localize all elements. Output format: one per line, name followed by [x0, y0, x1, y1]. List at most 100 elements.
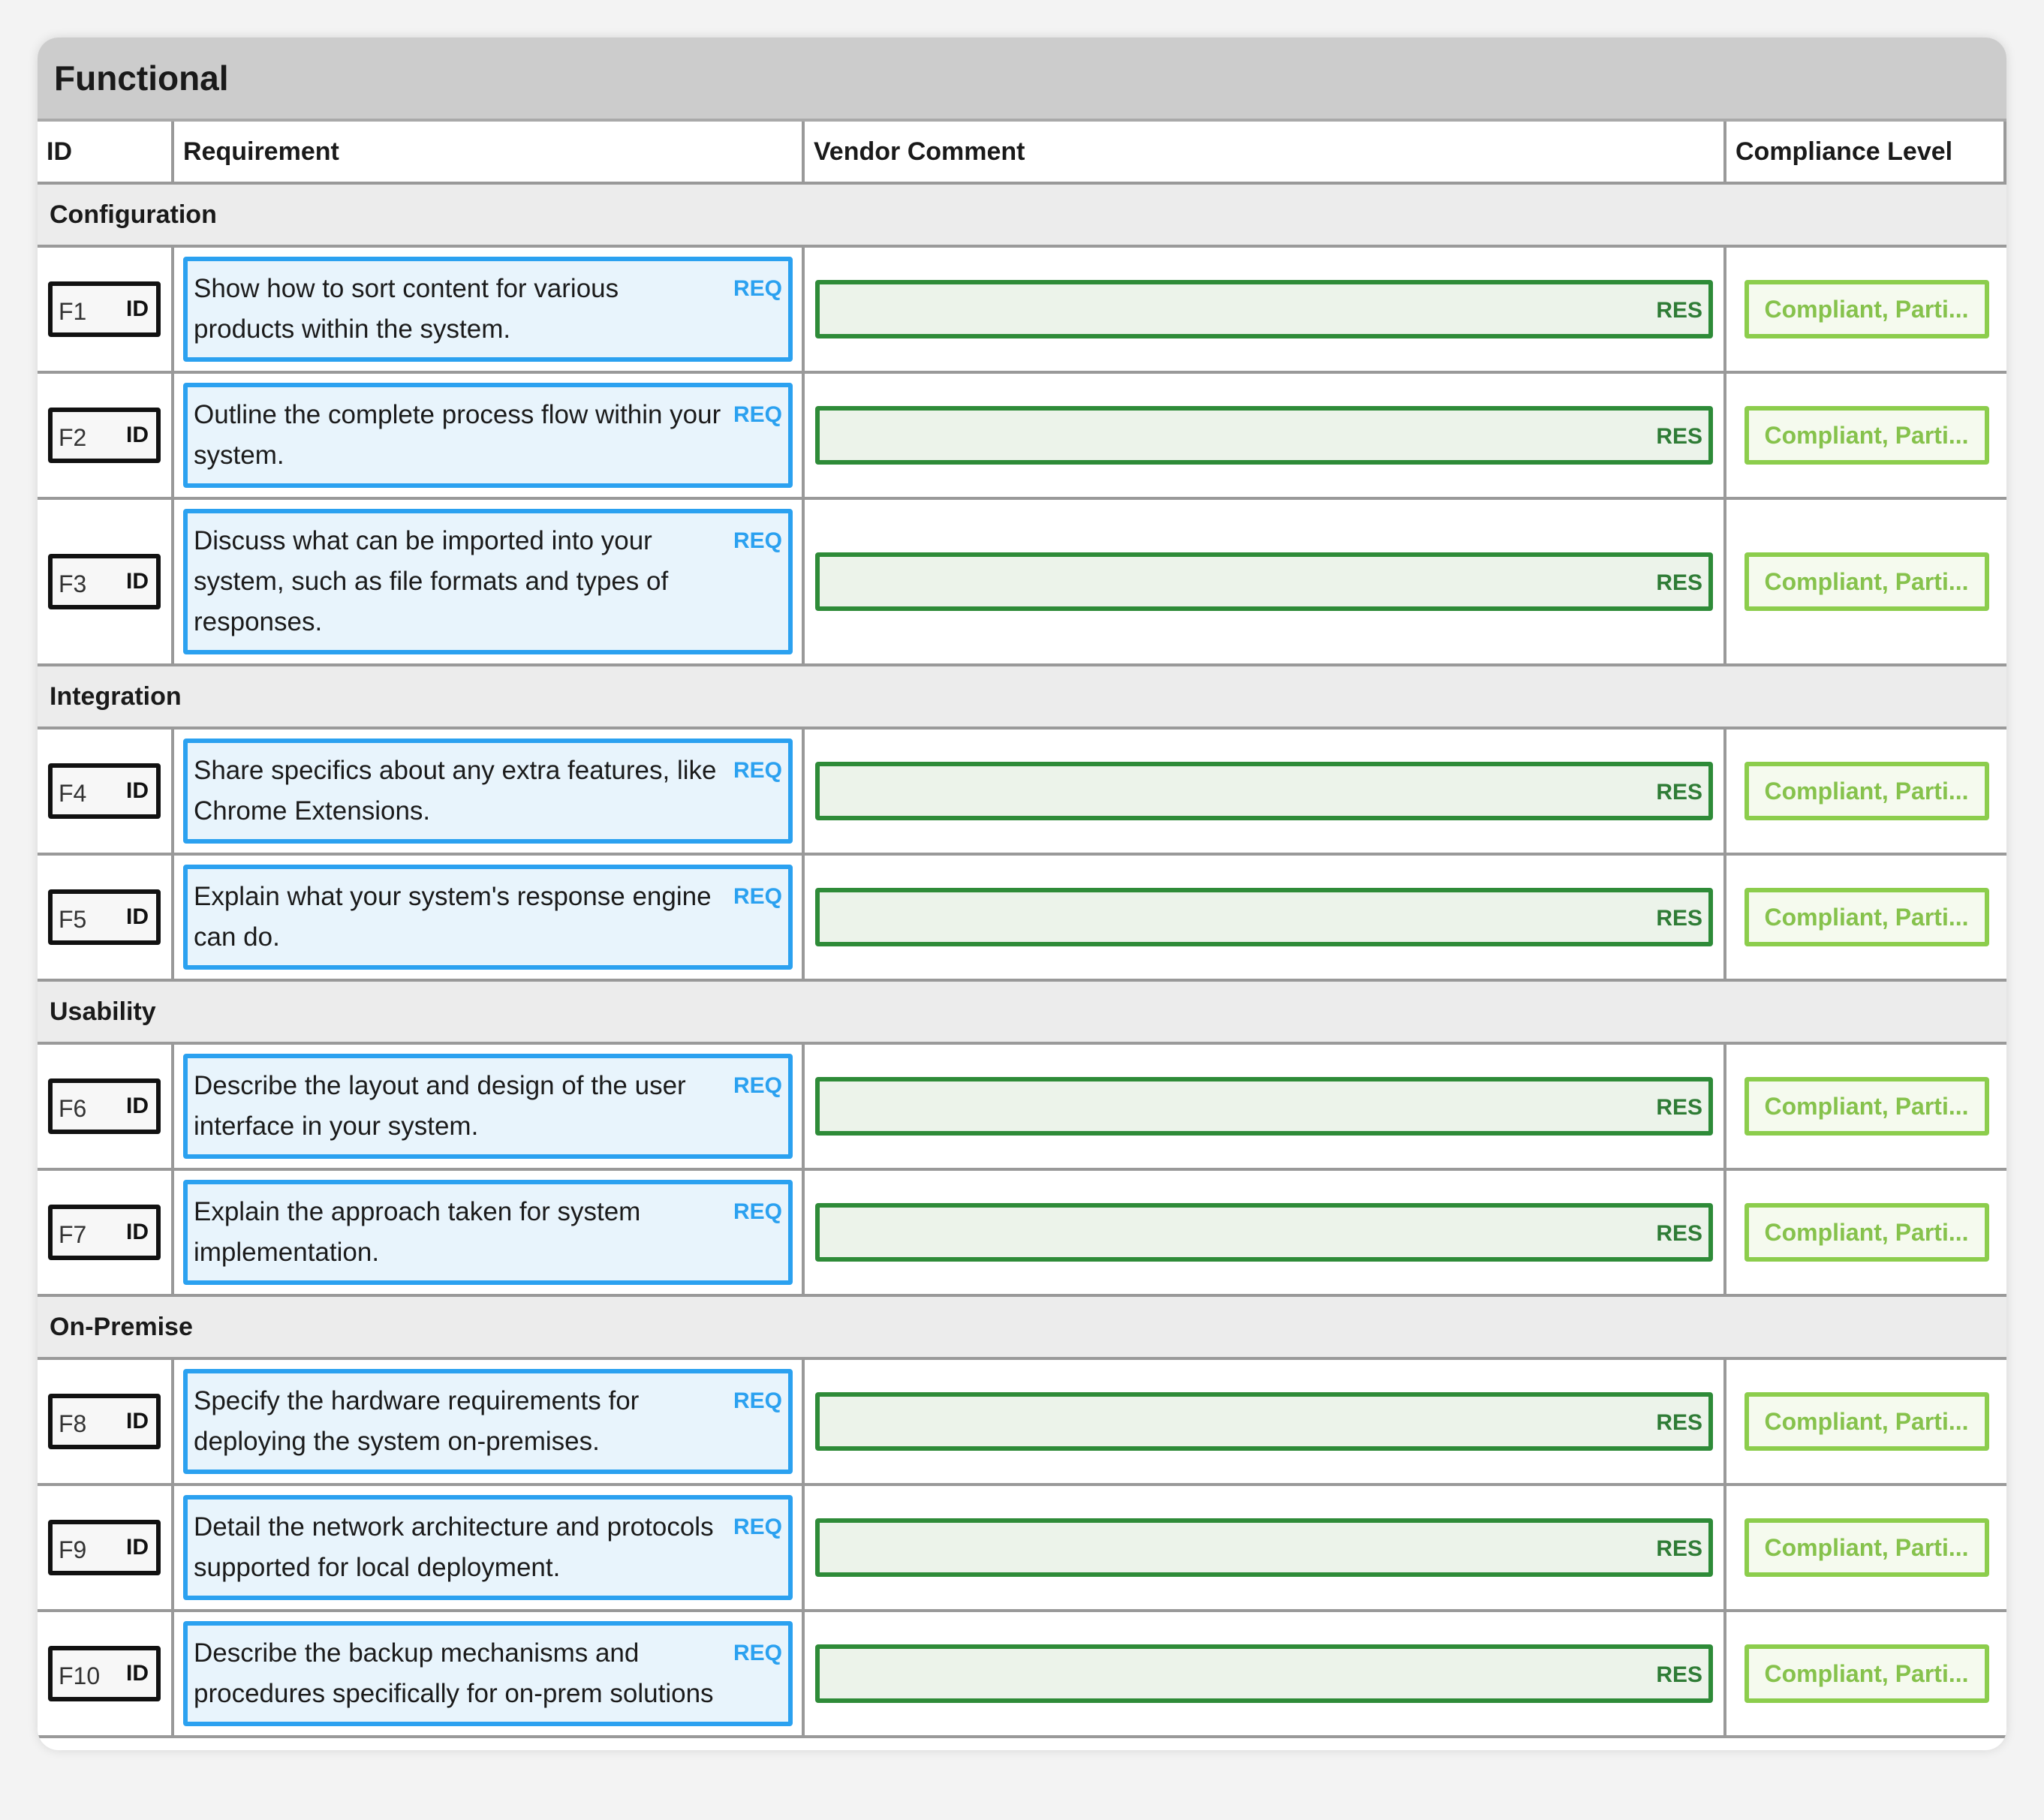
compliance-level-select[interactable]: Compliant, Parti...	[1744, 1077, 1989, 1136]
compliance-placeholder: Compliant, Parti...	[1764, 421, 1969, 449]
vendor-comment-input[interactable]: RES	[815, 1077, 1713, 1136]
requirement-id-value: F2	[59, 424, 87, 451]
requirement-field[interactable]: Show how to sort content for various pro…	[183, 257, 793, 362]
req-tag: REQ	[733, 758, 782, 783]
res-tag: RES	[1656, 570, 1702, 595]
req-tag: REQ	[733, 276, 782, 301]
id-tag: ID	[126, 1661, 149, 1686]
id-cell: F5 ID	[38, 856, 174, 982]
requirement-cell: Detail the network architecture and prot…	[174, 1486, 805, 1612]
compliance-level-select[interactable]: Compliant, Parti...	[1744, 1392, 1989, 1451]
requirement-field[interactable]: Explain the approach taken for system im…	[183, 1180, 793, 1285]
vendor-comment-cell: RES	[805, 730, 1726, 856]
requirement-field[interactable]: Outline the complete process flow within…	[183, 383, 793, 488]
requirement-id-field[interactable]: F1 ID	[48, 281, 161, 337]
id-cell: F8 ID	[38, 1360, 174, 1486]
compliance-level-select[interactable]: Compliant, Parti...	[1744, 888, 1989, 946]
requirement-id-field[interactable]: F8 ID	[48, 1394, 161, 1449]
requirement-id-value: F5	[59, 906, 87, 933]
section-header: Configuration	[38, 185, 2006, 248]
compliance-level-select[interactable]: Compliant, Parti...	[1744, 552, 1989, 611]
functional-requirements-card: Functional ID Requirement Vendor Comment…	[38, 38, 2006, 1750]
section-header: Integration	[38, 666, 2006, 730]
res-tag: RES	[1656, 1662, 1702, 1687]
compliance-cell: Compliant, Parti...	[1726, 856, 2006, 982]
compliance-cell: Compliant, Parti...	[1726, 1045, 2006, 1171]
requirement-field[interactable]: Specify the hardware requirements for de…	[183, 1369, 793, 1474]
res-tag: RES	[1656, 424, 1702, 449]
id-tag: ID	[126, 1535, 149, 1560]
compliance-cell: Compliant, Parti...	[1726, 1171, 2006, 1297]
vendor-comment-cell: RES	[805, 248, 1726, 374]
compliance-cell: Compliant, Parti...	[1726, 1360, 2006, 1486]
compliance-level-select[interactable]: Compliant, Parti...	[1744, 1518, 1989, 1577]
requirement-cell: Show how to sort content for various pro…	[174, 248, 805, 374]
compliance-placeholder: Compliant, Parti...	[1764, 1218, 1969, 1246]
compliance-placeholder: Compliant, Parti...	[1764, 1407, 1969, 1435]
requirement-id-field[interactable]: F10 ID	[48, 1646, 161, 1701]
requirement-field[interactable]: Detail the network architecture and prot…	[183, 1495, 793, 1600]
vendor-comment-cell: RES	[805, 1360, 1726, 1486]
vendor-comment-input[interactable]: RES	[815, 1518, 1713, 1577]
id-tag: ID	[126, 1409, 149, 1433]
compliance-cell: Compliant, Parti...	[1726, 374, 2006, 500]
requirement-id-field[interactable]: F5 ID	[48, 889, 161, 945]
requirement-id-field[interactable]: F7 ID	[48, 1205, 161, 1260]
compliance-level-select[interactable]: Compliant, Parti...	[1744, 1203, 1989, 1262]
requirement-field[interactable]: Share specifics about any extra features…	[183, 739, 793, 844]
id-tag: ID	[126, 296, 149, 321]
requirement-id-field[interactable]: F9 ID	[48, 1520, 161, 1575]
res-tag: RES	[1656, 1410, 1702, 1435]
requirement-id-field[interactable]: F2 ID	[48, 408, 161, 463]
requirement-id-value: F3	[59, 570, 87, 597]
requirement-field[interactable]: Discuss what can be imported into your s…	[183, 509, 793, 654]
compliance-level-select[interactable]: Compliant, Parti...	[1744, 280, 1989, 338]
vendor-comment-input[interactable]: RES	[815, 888, 1713, 946]
vendor-comment-input[interactable]: RES	[815, 1644, 1713, 1703]
requirement-text: Describe the backup mechanisms and proce…	[194, 1638, 714, 1708]
requirement-text: Share specifics about any extra features…	[194, 756, 717, 826]
requirement-text: Discuss what can be imported into your s…	[194, 526, 669, 636]
compliance-placeholder: Compliant, Parti...	[1764, 1533, 1969, 1561]
requirements-grid: ID Requirement Vendor Comment Compliance…	[38, 122, 2006, 1738]
column-header-compliance-level: Compliance Level	[1726, 122, 2006, 185]
id-tag: ID	[126, 904, 149, 929]
vendor-comment-input[interactable]: RES	[815, 1203, 1713, 1262]
vendor-comment-input[interactable]: RES	[815, 406, 1713, 465]
requirement-text: Specify the hardware requirements for de…	[194, 1386, 640, 1456]
vendor-comment-input[interactable]: RES	[815, 552, 1713, 611]
requirement-field[interactable]: Describe the backup mechanisms and proce…	[183, 1621, 793, 1726]
id-cell: F4 ID	[38, 730, 174, 856]
compliance-cell: Compliant, Parti...	[1726, 248, 2006, 374]
requirement-id-field[interactable]: F6 ID	[48, 1078, 161, 1134]
id-tag: ID	[126, 1220, 149, 1244]
id-cell: F6 ID	[38, 1045, 174, 1171]
req-tag: REQ	[733, 528, 782, 553]
requirement-cell: Specify the hardware requirements for de…	[174, 1360, 805, 1486]
requirement-cell: Outline the complete process flow within…	[174, 374, 805, 500]
id-cell: F3 ID	[38, 500, 174, 666]
column-header-vendor-comment: Vendor Comment	[805, 122, 1726, 185]
compliance-level-select[interactable]: Compliant, Parti...	[1744, 762, 1989, 820]
req-tag: REQ	[733, 884, 782, 909]
requirement-id-field[interactable]: F4 ID	[48, 763, 161, 819]
compliance-placeholder: Compliant, Parti...	[1764, 1659, 1969, 1687]
id-cell: F9 ID	[38, 1486, 174, 1612]
vendor-comment-input[interactable]: RES	[815, 1392, 1713, 1451]
compliance-cell: Compliant, Parti...	[1726, 500, 2006, 666]
vendor-comment-cell: RES	[805, 856, 1726, 982]
compliance-placeholder: Compliant, Parti...	[1764, 1092, 1969, 1120]
compliance-level-select[interactable]: Compliant, Parti...	[1744, 406, 1989, 465]
requirement-field[interactable]: Explain what your system's response engi…	[183, 865, 793, 970]
requirement-text: Show how to sort content for various pro…	[194, 274, 619, 344]
res-tag: RES	[1656, 1536, 1702, 1561]
requirement-cell: Explain what your system's response engi…	[174, 856, 805, 982]
vendor-comment-input[interactable]: RES	[815, 280, 1713, 338]
vendor-comment-input[interactable]: RES	[815, 762, 1713, 820]
compliance-cell: Compliant, Parti...	[1726, 730, 2006, 856]
compliance-level-select[interactable]: Compliant, Parti...	[1744, 1644, 1989, 1703]
vendor-comment-cell: RES	[805, 1486, 1726, 1612]
compliance-placeholder: Compliant, Parti...	[1764, 903, 1969, 931]
requirement-field[interactable]: Describe the layout and design of the us…	[183, 1054, 793, 1159]
requirement-id-field[interactable]: F3 ID	[48, 554, 161, 609]
